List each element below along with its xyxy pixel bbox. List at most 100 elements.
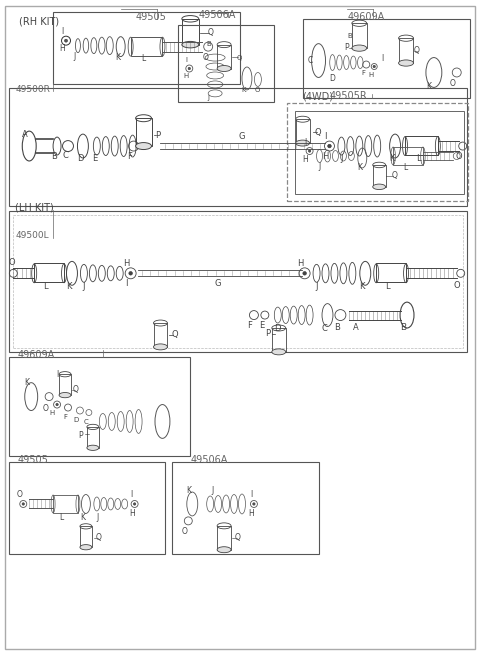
Text: 49500L: 49500L [15,231,49,240]
Text: P: P [79,431,83,440]
Text: O: O [454,281,460,290]
Text: Q: Q [73,385,79,394]
Bar [34,263,64,282]
Text: H: H [322,153,329,162]
Ellipse shape [136,143,152,149]
Text: Q: Q [236,54,242,60]
Text: L: L [59,514,63,523]
Text: J: J [207,96,209,102]
Text: C: C [84,419,88,426]
Text: L: L [403,164,407,172]
Circle shape [328,144,331,148]
Text: O: O [181,527,187,536]
Text: F: F [63,415,67,421]
Text: H: H [59,44,65,53]
Circle shape [22,503,24,505]
Ellipse shape [80,544,92,550]
Bar [393,147,423,165]
Text: B: B [51,153,57,162]
Text: A: A [23,130,28,139]
Bar [398,38,413,63]
Circle shape [64,39,68,42]
Circle shape [129,272,132,275]
Text: K: K [25,378,30,387]
Bar [87,427,99,448]
Text: D: D [275,324,281,333]
Text: (4WD): (4WD) [301,91,333,102]
Text: J: J [340,155,343,164]
Text: J: J [96,514,99,523]
Text: O: O [254,87,260,94]
Text: E: E [259,320,264,329]
Text: O: O [16,489,22,498]
Circle shape [133,503,136,505]
Text: J: J [74,52,76,61]
Bar [302,19,469,98]
Text: J: J [211,485,213,495]
Text: K: K [389,155,395,164]
Ellipse shape [154,344,168,350]
Text: J: J [83,282,85,291]
Bar [405,136,438,155]
Text: K: K [186,485,191,495]
Text: O: O [8,258,15,267]
Text: F: F [248,320,252,329]
Text: F: F [127,153,132,162]
Bar [295,111,464,194]
Bar [53,12,240,84]
Text: Q: Q [391,172,397,180]
Text: 49506A: 49506A [190,455,228,465]
Text: C: C [308,56,313,65]
Text: (RH KIT): (RH KIT) [19,17,60,27]
Text: (LH KIT): (LH KIT) [15,202,54,213]
Text: O: O [202,53,208,62]
Ellipse shape [272,349,286,355]
Text: I: I [304,138,307,147]
Bar [272,328,286,352]
Bar [9,88,467,206]
Circle shape [253,503,255,505]
Text: K: K [66,282,72,291]
Ellipse shape [182,41,199,48]
Text: J: J [315,282,318,291]
Ellipse shape [217,547,231,553]
Text: I: I [125,279,128,288]
Text: L: L [142,54,146,63]
Text: Q: Q [314,128,321,137]
Bar [59,374,71,395]
Bar [80,527,92,547]
Text: 49505: 49505 [17,455,48,465]
Text: Q: Q [414,46,420,55]
Bar [296,119,310,143]
Circle shape [309,150,311,152]
Text: O: O [456,153,462,162]
Ellipse shape [59,392,71,398]
Text: K: K [81,514,85,523]
Text: Q: Q [96,533,102,542]
Text: Q: Q [207,28,213,37]
Bar [352,24,367,48]
Circle shape [373,66,375,67]
Text: K: K [360,282,365,291]
Text: K: K [426,82,432,91]
Bar [179,25,274,102]
Text: 49500R: 49500R [15,85,50,94]
Ellipse shape [87,445,99,451]
Text: A: A [352,322,358,331]
Text: H: H [303,155,309,164]
Text: B: B [400,324,406,333]
Bar [154,323,168,347]
Text: D: D [330,74,336,83]
Text: H: H [184,73,189,79]
Ellipse shape [373,184,385,189]
Ellipse shape [217,66,231,71]
Text: I: I [250,489,252,498]
Text: J: J [318,162,321,172]
Text: K: K [242,87,246,94]
Text: B: B [335,322,340,331]
Ellipse shape [398,60,413,66]
Bar [9,211,467,352]
Ellipse shape [352,45,367,51]
Text: H: H [123,259,130,268]
Text: L: L [416,155,420,164]
